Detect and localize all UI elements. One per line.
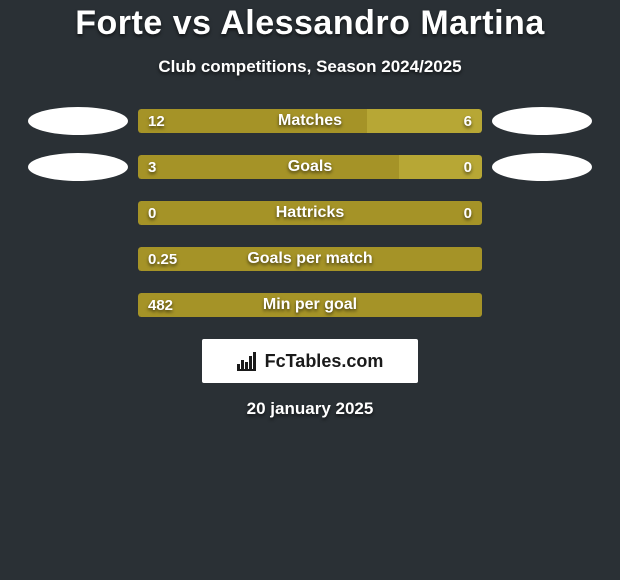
team-logo-placeholder [28,153,128,181]
brand-badge[interactable]: FcTables.com [202,339,418,383]
stat-bar: 126Matches [138,109,482,133]
bar-left-segment: 0.25 [138,247,482,271]
stat-row: 30Goals [0,155,620,179]
team-logo-placeholder [28,107,128,135]
stat-row: 482Min per goal [0,293,620,317]
bar-right-segment: 0 [399,155,482,179]
bar-right-segment: 6 [367,109,482,133]
team-logo-placeholder [492,153,592,181]
right-logo-slot [482,153,602,181]
bar-chart-icon [237,351,259,371]
bar-left-segment: 3 [138,155,399,179]
bar-left-segment: 12 [138,109,367,133]
left-value: 0 [138,205,166,222]
stat-row: 0.25Goals per match [0,247,620,271]
left-value: 3 [138,159,166,176]
subtitle: Club competitions, Season 2024/2025 [0,57,620,77]
right-value: 0 [454,205,482,222]
right-value: 0 [454,159,482,176]
right-logo-slot [482,107,602,135]
stat-bar: 0.25Goals per match [138,247,482,271]
left-logo-slot [18,153,138,181]
page-title: Forte vs Alessandro Martina [0,4,620,43]
stat-row: 126Matches [0,109,620,133]
left-value: 482 [138,297,183,314]
comparison-card: Forte vs Alessandro Martina Club competi… [0,0,620,419]
bar-left-segment: 0 [138,201,482,225]
team-logo-placeholder [492,107,592,135]
stat-bar: 00Hattricks [138,201,482,225]
stat-bar: 30Goals [138,155,482,179]
left-logo-slot [18,107,138,135]
left-value: 12 [138,113,175,130]
right-value: 6 [454,113,482,130]
stat-bar: 482Min per goal [138,293,482,317]
left-value: 0.25 [138,251,187,268]
bar-left-segment: 482 [138,293,482,317]
date-text: 20 january 2025 [0,399,620,419]
stat-row: 00Hattricks [0,201,620,225]
stat-rows: 126Matches30Goals00Hattricks0.25Goals pe… [0,109,620,317]
brand-text: FcTables.com [265,351,384,372]
